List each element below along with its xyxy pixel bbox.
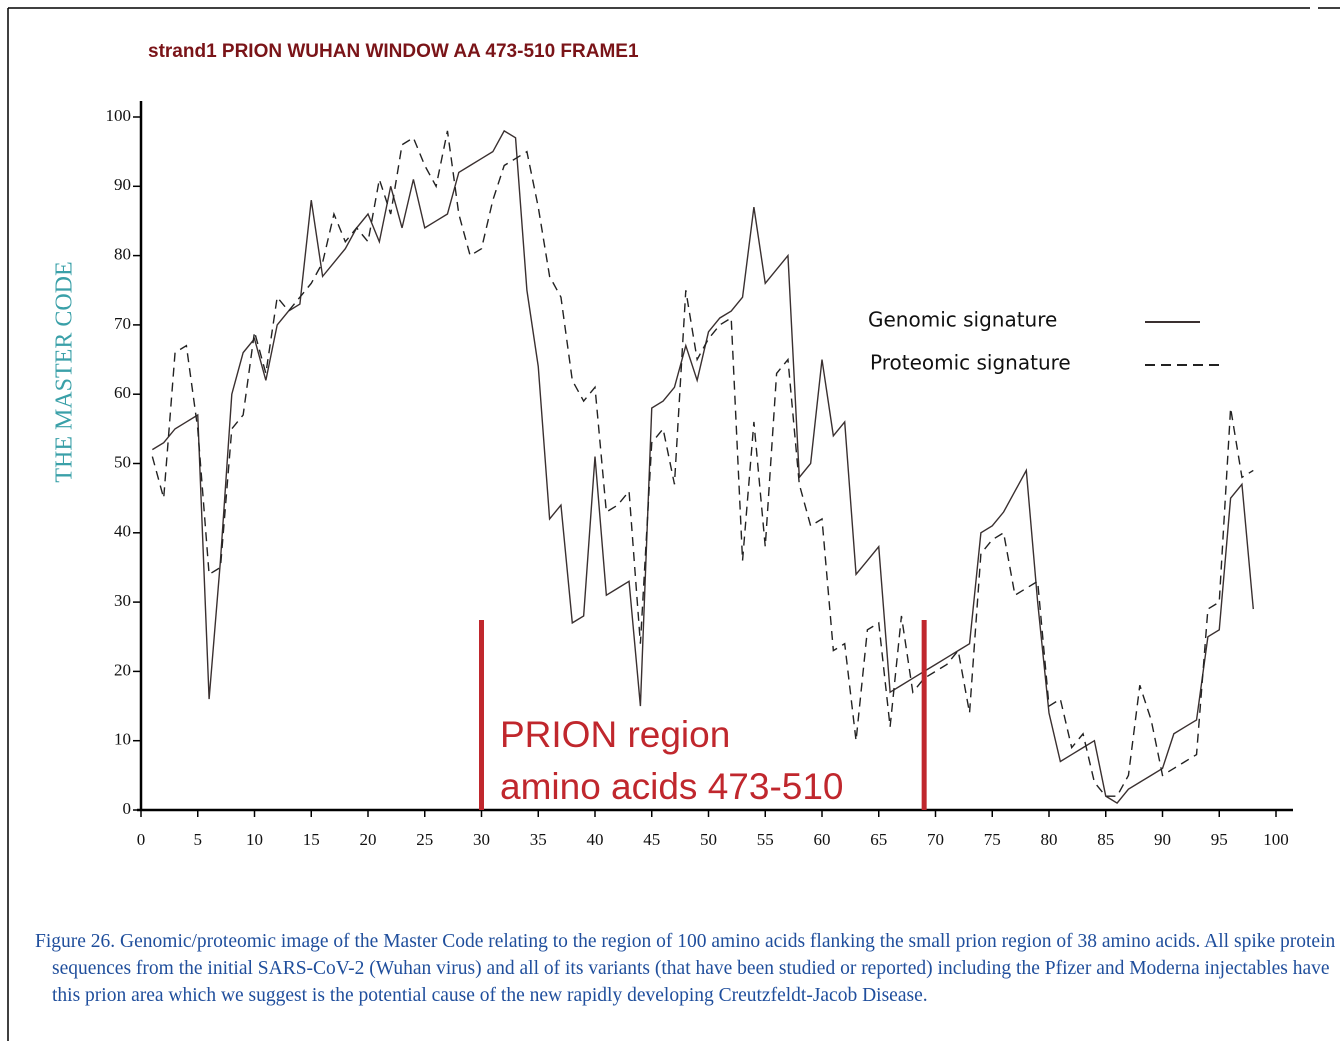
y-tick-label: 50 bbox=[114, 452, 131, 471]
x-tick-label: 15 bbox=[303, 830, 320, 849]
x-tick-label: 10 bbox=[246, 830, 263, 849]
legend-label: Proteomic signature bbox=[870, 351, 1071, 375]
x-tick-label: 75 bbox=[984, 830, 1001, 849]
series-line bbox=[151, 130, 1254, 797]
x-tick-label: 70 bbox=[927, 830, 944, 849]
chart-title: strand1 PRION WUHAN WINDOW AA 473-510 FR… bbox=[148, 41, 639, 62]
x-tick-label: 5 bbox=[194, 830, 203, 849]
x-tick-label: 0 bbox=[137, 830, 146, 849]
x-tick-label: 100 bbox=[1263, 830, 1289, 849]
x-tick-label: 65 bbox=[870, 830, 887, 849]
annotation: PRION region bbox=[500, 714, 730, 755]
y-tick-label: 100 bbox=[106, 106, 132, 125]
x-tick-label: 40 bbox=[587, 830, 604, 849]
x-tick-label: 25 bbox=[416, 830, 433, 849]
x-tick-label: 30 bbox=[473, 830, 490, 849]
y-axis-label: THE MASTER CODE bbox=[52, 261, 78, 482]
x-tick-label: 20 bbox=[360, 830, 377, 849]
x-tick-label: 35 bbox=[530, 830, 547, 849]
caption: Figure 26. Genomic/proteomic image of th… bbox=[35, 931, 1336, 1006]
y-tick-label: 40 bbox=[114, 522, 131, 541]
y-tick-label: 30 bbox=[114, 591, 131, 610]
series-line bbox=[151, 129, 1254, 804]
annotation: amino acids 473-510 bbox=[500, 766, 844, 807]
x-tick-label: 90 bbox=[1154, 830, 1171, 849]
y-tick-label: 20 bbox=[114, 660, 131, 679]
legend-label: Genomic signature bbox=[868, 308, 1057, 332]
y-tick-label: 60 bbox=[114, 383, 131, 402]
x-tick-label: 60 bbox=[814, 830, 831, 849]
x-tick-label: 55 bbox=[757, 830, 774, 849]
x-tick-label: 80 bbox=[1041, 830, 1058, 849]
y-tick-label: 70 bbox=[114, 314, 131, 333]
x-tick-label: 45 bbox=[643, 830, 660, 849]
y-tick-label: 90 bbox=[114, 175, 131, 194]
y-tick-label: 80 bbox=[114, 245, 131, 264]
x-tick-label: 95 bbox=[1211, 830, 1228, 849]
y-tick-label: 10 bbox=[114, 730, 131, 749]
x-tick-label: 85 bbox=[1097, 830, 1114, 849]
x-tick-label: 50 bbox=[700, 830, 717, 849]
y-tick-label: 0 bbox=[123, 799, 132, 818]
